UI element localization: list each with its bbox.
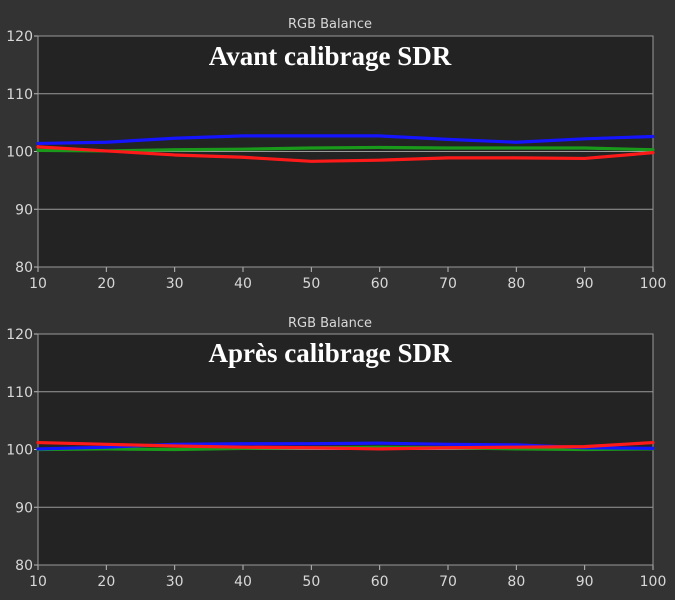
x-tick-label: 20	[97, 574, 115, 590]
series-line	[36, 145, 655, 163]
y-tick-label: 80	[15, 260, 33, 276]
x-tick-label: 10	[29, 276, 47, 292]
y-tick-label: 120	[6, 29, 33, 45]
x-tick-label: 80	[507, 276, 525, 292]
x-tick-label: 40	[234, 276, 252, 292]
series-line	[36, 145, 655, 153]
x-tick-label: 70	[439, 276, 457, 292]
x-tick-label: 40	[234, 574, 252, 590]
x-tick-label: 50	[302, 276, 320, 292]
x-tick-label: 20	[97, 276, 115, 292]
y-tick-label: 110	[6, 87, 33, 103]
y-tick-label: 90	[15, 202, 33, 218]
plot-area: 80 90 100 110 120 10 20 30 40 50 60 70 80 90 100	[6, 327, 666, 590]
x-tick-label: 50	[302, 574, 320, 590]
x-tick-label: 80	[507, 574, 525, 590]
y-tick-label: 80	[15, 558, 33, 574]
y-tick-label: 100	[6, 145, 33, 161]
x-tick-label: 60	[371, 276, 389, 292]
x-tick-label: 100	[640, 574, 667, 590]
x-tick-label: 60	[371, 574, 389, 590]
x-tick-label: 90	[576, 574, 594, 590]
chart-annotation: Avant calibrage SDR	[209, 41, 452, 71]
x-tick-label: 30	[166, 276, 184, 292]
y-tick-label: 100	[6, 443, 33, 459]
x-tick-label: 100	[640, 276, 667, 292]
x-tick-label: 30	[166, 574, 184, 590]
x-tick-label: 70	[439, 574, 457, 590]
x-tick-label: 10	[29, 574, 47, 590]
chart-title: RGB Balance	[288, 316, 372, 331]
chart-title: RGB Balance	[288, 17, 372, 32]
y-tick-label: 110	[6, 385, 33, 401]
series-line	[36, 440, 655, 451]
plot-area: 80 90 100 110 120 10 20 30 40 50 60 70 80 90 100	[6, 29, 666, 292]
series-line	[36, 134, 655, 146]
x-tick-label: 90	[576, 276, 594, 292]
y-tick-label: 120	[6, 327, 33, 343]
y-tick-label: 90	[15, 500, 33, 516]
chart-annotation: Après calibrage SDR	[209, 338, 452, 368]
